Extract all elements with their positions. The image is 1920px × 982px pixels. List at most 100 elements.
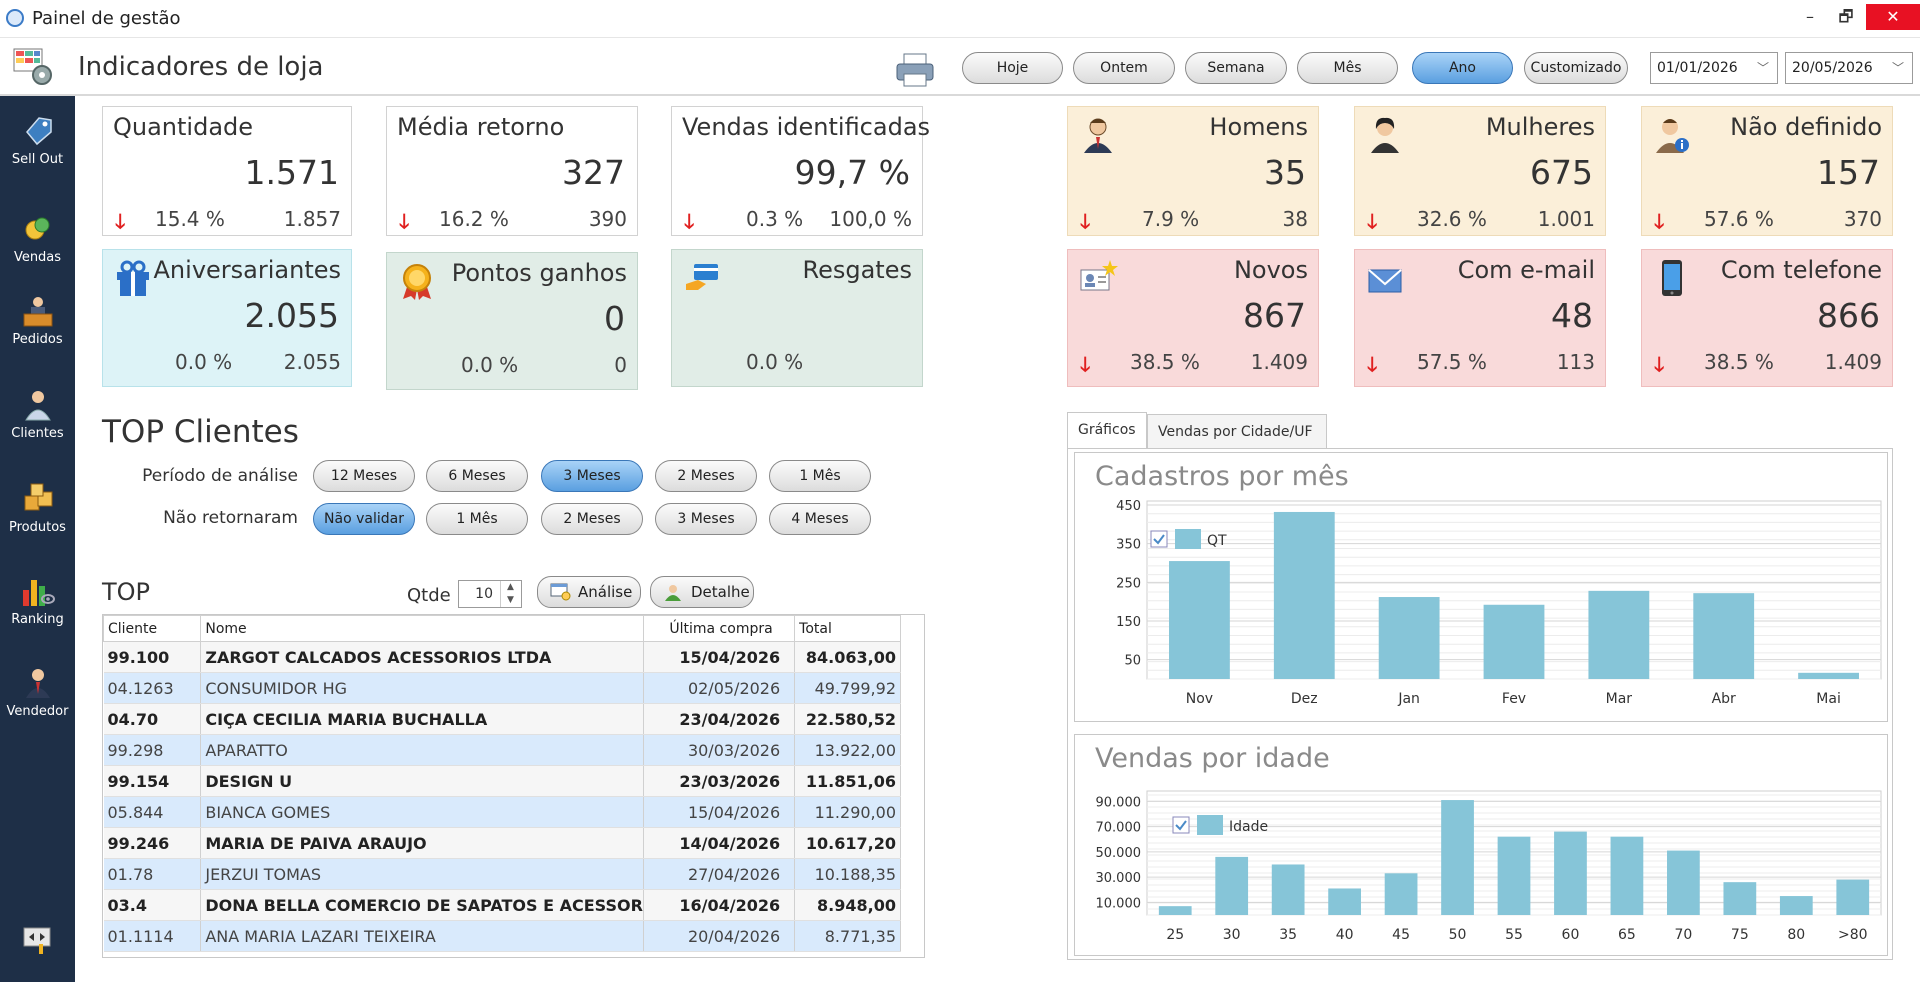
card-mulheres: Mulheres 675 🡓 32.6 % 1.001	[1354, 106, 1606, 236]
table-row[interactable]: 99.246 MARIA DE PAIVA ARAUJO 14/04/2026 10.…	[103, 827, 901, 859]
sidebar-item-clientes[interactable]: Clientes	[0, 388, 75, 468]
period-button-0[interactable]: Hoje	[962, 52, 1063, 84]
y-tick-label: 150	[1116, 615, 1141, 630]
periodo-option-4[interactable]: 1 Mês	[769, 460, 871, 492]
date-to-select[interactable]: 20/05/2026 ﹀	[1785, 52, 1913, 84]
periodo-option-1[interactable]: 6 Meses	[426, 460, 528, 492]
x-tick-label: 40	[1336, 927, 1354, 943]
print-icon[interactable]	[894, 52, 936, 88]
bar	[1378, 597, 1440, 679]
bar	[1836, 879, 1870, 915]
tab-vendas-cidade[interactable]: Vendas por Cidade/UF	[1147, 414, 1327, 448]
chart-cadastros-plot: 50 150 250 350 450 Nov Dez Jan Fev Mar Abr Mai QT	[1116, 499, 1882, 707]
restore-button[interactable]: 🗗	[1838, 7, 1854, 26]
card-previous: 100,0 %	[829, 207, 912, 231]
user-info-icon	[1656, 119, 1689, 153]
y-tick-label: 350	[1116, 538, 1141, 553]
nao_retornaram-option-4[interactable]: 4 Meses	[769, 503, 871, 535]
qtde-input[interactable]: 10	[458, 580, 522, 608]
card-previous: 1.409	[1250, 350, 1308, 374]
bar	[1610, 836, 1644, 915]
period-button-3[interactable]: Mês	[1297, 52, 1398, 84]
column-header-ultima-compra[interactable]: Última compra	[642, 615, 796, 642]
card-value: 1.571	[244, 153, 339, 192]
period-button-4[interactable]: Ano	[1412, 52, 1513, 84]
period-button-1[interactable]: Ontem	[1073, 52, 1175, 84]
table-cell: ZARGOT CALCADOS ACESSORIOS LTDA	[200, 641, 644, 673]
periodo-option-2[interactable]: 3 Meses	[541, 460, 643, 492]
clerk-desk-icon	[23, 297, 52, 327]
table-cell: DONA BELLA COMERCIO DE SAPATOS E ACESSOR	[200, 889, 644, 921]
table-cell: CIÇA CECILIA MARIA BUCHALLA	[200, 703, 644, 735]
x-tick-label: >80	[1838, 927, 1868, 943]
page-header: Indicadores de loja Hoje Ontem Semana Mês An…	[0, 38, 1920, 96]
card-previous: 370	[1843, 207, 1882, 231]
column-header-cliente[interactable]: Cliente	[102, 615, 202, 642]
card-previous: 2.055	[283, 350, 341, 374]
bar	[1779, 896, 1813, 915]
card-pontos-ganhos: Pontos ganhos 0 0.0 % 0	[386, 252, 638, 390]
table-row[interactable]: 99.298 APARATTO 30/03/2026 13.922,00	[103, 734, 901, 766]
nao_retornaram-option-0[interactable]: Não validar	[313, 503, 415, 535]
card-value: 867	[1243, 296, 1306, 335]
sidebar-item-sell-out[interactable]: Sell Out	[0, 114, 75, 194]
detalhe-button[interactable]: Detalhe	[650, 576, 754, 608]
sidebar-item-produtos[interactable]: Produtos	[0, 482, 75, 562]
table-cell: 15/04/2026	[643, 796, 796, 828]
period-button-2[interactable]: Semana	[1185, 52, 1287, 84]
table-row[interactable]: 99.100 ZARGOT CALCADOS ACESSORIOS LTDA 15/…	[103, 641, 901, 673]
sidebar-item-ranking[interactable]: Ranking	[0, 574, 75, 654]
minimize-button[interactable]: –	[1806, 7, 1814, 26]
close-button[interactable]: ✕	[1866, 4, 1920, 30]
sidebar-item-vendas[interactable]: Vendas	[0, 212, 75, 292]
column-header-total[interactable]: Total	[794, 615, 901, 642]
bar	[1497, 836, 1531, 915]
bar	[1215, 856, 1249, 915]
card-label: Com telefone	[1720, 256, 1882, 284]
table-row[interactable]: 04.70 CIÇA CECILIA MARIA BUCHALLA 23/04/20…	[103, 703, 901, 735]
chevron-down-icon: ﹀	[1891, 61, 1904, 75]
qtde-stepper[interactable]: ▲ ▼	[500, 581, 520, 607]
card-percent: 0.0 %	[461, 353, 519, 377]
table-row[interactable]: 99.154 DESIGN U 23/03/2026 11.851,06	[103, 765, 901, 797]
table-row[interactable]: 03.4 DONA BELLA COMERCIO DE SAPATOS E ACE…	[103, 889, 901, 921]
card-previous: 38	[1282, 207, 1308, 231]
nao_retornaram-option-1[interactable]: 1 Mês	[426, 503, 528, 535]
column-header-nome[interactable]: Nome	[200, 615, 644, 642]
card-previous: 113	[1556, 350, 1595, 374]
periodo-option-0[interactable]: 12 Meses	[313, 460, 415, 492]
card-label: Vendas identificadas	[682, 113, 931, 141]
card-percent: 38.5 %	[1704, 350, 1774, 374]
y-tick-label: 90.000	[1096, 795, 1142, 810]
sidebar-item-pedidos[interactable]: Pedidos	[0, 294, 75, 374]
phone-icon	[1662, 260, 1682, 296]
tab-graficos[interactable]: Gráficos	[1067, 412, 1147, 448]
x-tick-label: Abr	[1712, 691, 1736, 707]
table-cell: 01.78	[103, 858, 202, 890]
card-percent: 7.9 %	[1142, 207, 1200, 231]
table-row[interactable]: 01.1114 ANA MARIA LAZARI TEIXEIRA 20/04/20…	[103, 920, 901, 952]
nao_retornaram-option-3[interactable]: 3 Meses	[655, 503, 757, 535]
sidebar-toggle[interactable]	[0, 922, 75, 972]
table-cell: 8.771,35	[794, 920, 901, 952]
bar-chart-eye-icon	[22, 580, 55, 606]
table-row[interactable]: 05.844 BIANCA GOMES 15/04/2026 11.290,00	[103, 796, 901, 828]
table-cell: 30/03/2026	[643, 734, 796, 766]
arrow-down-icon: 🡓	[1654, 352, 1665, 376]
periodo-option-3[interactable]: 2 Meses	[655, 460, 757, 492]
salesman-icon	[25, 669, 50, 698]
bar	[1667, 850, 1700, 915]
nao_retornaram-option-2[interactable]: 2 Meses	[541, 503, 643, 535]
sidebar-item-vendedor[interactable]: Vendedor	[0, 666, 75, 746]
table-cell: 05.844	[103, 796, 202, 828]
period-button-5[interactable]: Customizado	[1524, 52, 1628, 84]
analise-button[interactable]: Análise	[537, 576, 641, 608]
table-row[interactable]: 01.78 JERZUI TOMAS 27/04/2026 10.188,35	[103, 858, 901, 890]
nao-retornaram-label: Não retornaram	[163, 508, 298, 528]
chart-cadastros: Cadastros por mês 50 150 250 350 450 Nov Dez Ja…	[1074, 452, 1888, 722]
table-cell: 22.580,52	[794, 703, 901, 735]
card-label: Resgates	[802, 256, 913, 284]
x-tick-label: 55	[1505, 927, 1523, 943]
table-row[interactable]: 04.1263 CONSUMIDOR HG 02/05/2026 49.799,92	[103, 672, 901, 704]
date-from-select[interactable]: 01/01/2026 ﹀	[1650, 52, 1778, 84]
